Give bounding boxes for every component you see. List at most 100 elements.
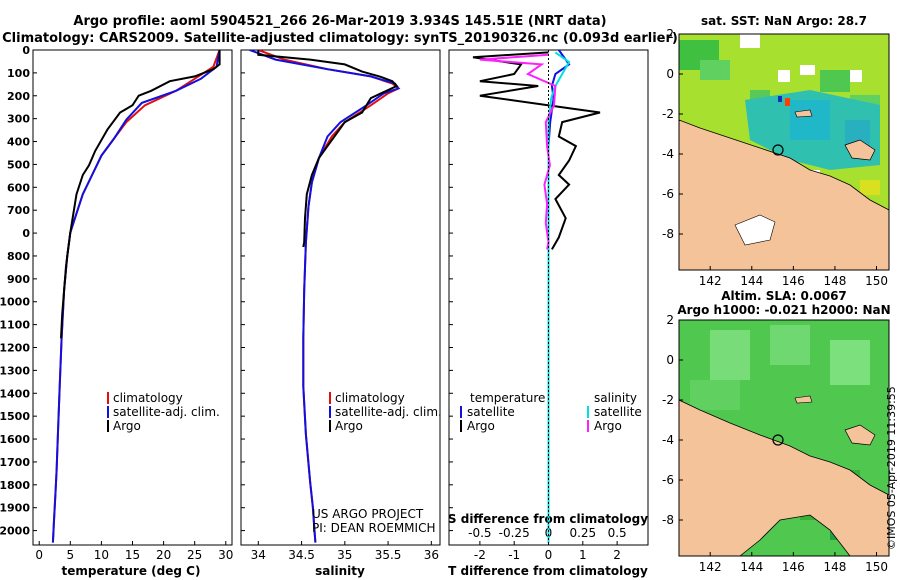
map-y-tick-label: -4	[662, 147, 674, 161]
sst-cloud	[850, 70, 862, 82]
sla-patch	[770, 325, 810, 365]
salinity-xlabel: salinity	[315, 564, 365, 578]
series-satellite	[249, 50, 401, 543]
x-tick-label: 25	[187, 548, 202, 562]
map-y-tick-label: -2	[662, 393, 674, 407]
depth-tick-label: 1500	[0, 410, 30, 423]
sla-land-newbritain	[844, 424, 876, 446]
map-x-tick-label: 146	[782, 274, 805, 288]
legend-argo: Argo	[113, 419, 141, 433]
depth-tick-label: 2000	[0, 525, 30, 538]
legend-sal-argo: Argo	[594, 419, 622, 433]
depth-tick-label: 1300	[0, 364, 30, 377]
sst-cloud	[800, 65, 815, 75]
x2-tick-label: 0.5	[608, 526, 627, 540]
depth-tick-label: 600	[7, 181, 30, 194]
depth-tick-label: 100	[7, 67, 30, 80]
legend-temp-satellite: satellite	[467, 405, 515, 419]
salinity-panel-frame	[240, 49, 441, 546]
map-x-tick-label: 146	[782, 560, 805, 574]
x-tick-label: 10	[94, 548, 109, 562]
legend-argo: Argo	[335, 419, 363, 433]
series-argo	[257, 50, 399, 248]
depth-tick-label: 1400	[0, 387, 30, 400]
x-tick-label: 0	[35, 548, 43, 562]
map-y-tick-label: -4	[662, 433, 674, 447]
sst-argo-location	[772, 144, 784, 156]
sla-patch	[830, 340, 870, 385]
temperature-series	[51, 50, 221, 543]
x-tick-label: 34.5	[288, 548, 315, 562]
map-x-tick-label: 144	[740, 274, 763, 288]
sla-patch	[690, 380, 740, 410]
sla-map-title2: Argo h1000: -0.021 h2000: NaN	[677, 303, 890, 317]
credit-project: US ARGO PROJECT	[312, 507, 424, 521]
x-tick-label: 20	[156, 548, 171, 562]
map-y-tick-label: -8	[662, 513, 674, 527]
map-x-tick-label: 150	[865, 560, 888, 574]
x-tick-label: 1	[579, 548, 587, 562]
sla-map	[679, 320, 889, 556]
legend-satellite-adj: satellite-adj. clim.	[113, 405, 220, 419]
sst-hot-spot	[785, 98, 790, 106]
depth-tick-label: 1700	[0, 456, 30, 469]
sla-map-title1: Altim. SLA: 0.0067	[721, 289, 847, 303]
map-x-tick-label: 142	[699, 560, 722, 574]
depth-tick-label: 0	[22, 44, 30, 57]
map-x-tick-label: 144	[740, 560, 763, 574]
legend-climatology: climatology	[113, 391, 183, 405]
sla-map-frame	[678, 319, 890, 557]
x-tick-label: 0	[545, 548, 553, 562]
x2-tick-label: -0.5	[468, 526, 491, 540]
title-line2: Climatology: CARS2009. Satellite-adjuste…	[2, 31, 678, 46]
difference-legend: temperature salinity satellite Argo sate…	[460, 391, 642, 433]
difference-series	[472, 50, 601, 543]
difference-xlabel: T difference from climatology	[448, 564, 648, 578]
sst-map	[679, 34, 889, 270]
sst-warm-patch	[860, 180, 880, 195]
map-y-tick-label: -6	[662, 187, 674, 201]
map-x-tick-label: 142	[699, 274, 722, 288]
sst-land-mainland	[679, 119, 889, 270]
map-y-tick-label: -6	[662, 473, 674, 487]
map-y-tick-label: 0	[666, 67, 674, 81]
legend-temp-argo: Argo	[467, 419, 495, 433]
x-tick-label: 36	[424, 548, 439, 562]
depth-tick-label: 200	[7, 90, 30, 103]
title-line1: Argo profile: aoml 5904521_266 26-Mar-20…	[73, 14, 606, 29]
map-y-tick-label: -2	[662, 107, 674, 121]
x-tick-label: 35.5	[375, 548, 402, 562]
sla-land-mainland	[679, 399, 889, 556]
temperature-x-axis: 0 5 10 15 20 25 30	[35, 541, 233, 562]
sst-patch	[700, 60, 730, 80]
depth-axis: 0 100 200 300 400 500 600 700 0 800 900 1000 1100 120…	[0, 44, 453, 538]
x-tick-label: 35	[337, 548, 352, 562]
depth-tick-label: 1100	[0, 319, 30, 332]
map-x-tick-label: 148	[823, 560, 846, 574]
sst-patch	[820, 70, 850, 92]
sst-map-frame	[678, 33, 890, 271]
sla-patch	[710, 330, 750, 380]
depth-tick-label: 300	[7, 113, 30, 126]
depth-tick-label: 0	[22, 227, 30, 240]
x-tick-label: 2	[613, 548, 621, 562]
x-tick-label: 30	[218, 548, 233, 562]
depth-tick-label: 800	[7, 250, 30, 263]
series-temperature-argo	[472, 51, 601, 250]
x-tick-label: -1	[508, 548, 520, 562]
sst-land-manus	[794, 109, 813, 118]
x-tick-label: 34	[251, 548, 266, 562]
map-y-tick-label: 2	[666, 313, 674, 327]
sla-map-x-axis: 142 144 146 148 150	[699, 552, 888, 574]
sla-map-y-axis: 2 0 -2 -4 -6 -8	[662, 313, 683, 527]
timestamp: ©IMOS 05-Apr-2019 11:39:55	[885, 386, 898, 550]
salinity-legend: climatology satellite-adj. clim. Argo	[329, 391, 442, 433]
legend-salinity: salinity	[594, 391, 637, 405]
sst-teal-patch	[790, 100, 830, 140]
temperature-xlabel: temperature (deg C)	[62, 564, 201, 578]
temperature-legend: climatology satellite-adj. clim. Argo	[107, 391, 220, 433]
sst-cloud	[778, 70, 790, 82]
series-temperature-satellite	[547, 50, 571, 543]
series-argo	[60, 50, 221, 339]
